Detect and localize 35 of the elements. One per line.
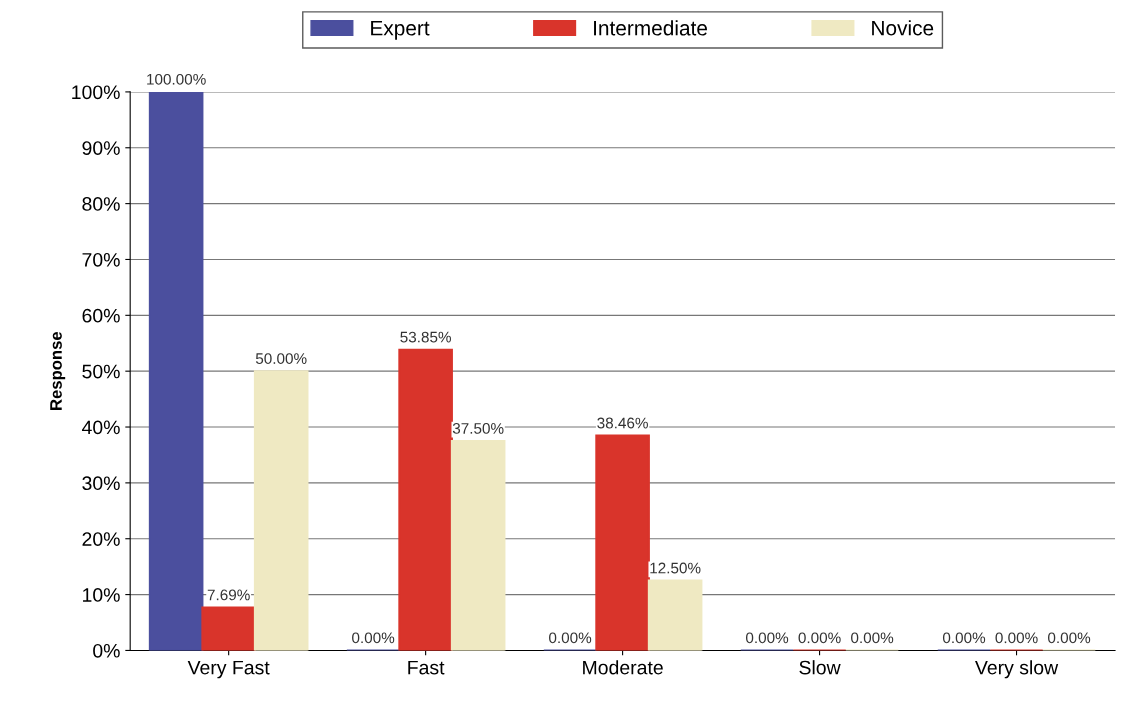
data-label: 0.00%: [352, 632, 395, 644]
y-axis-title: Response: [50, 331, 66, 410]
data-label: 0.00%: [745, 632, 789, 644]
y-tick-label: 80%: [82, 197, 120, 211]
legend-label: Intermediate: [594, 20, 708, 36]
data-label: 0.00%: [798, 632, 841, 644]
y-tick-label: 0%: [93, 643, 120, 658]
legend-label: Novice: [872, 20, 934, 36]
y-tick-label: 40%: [81, 420, 120, 435]
data-label: 12.50%: [650, 562, 701, 574]
data-label: 50.00%: [255, 353, 307, 364]
data-label: 53.85%: [400, 331, 451, 343]
y-tick-label: 70%: [82, 252, 120, 267]
data-label: 100.00%: [147, 73, 206, 85]
y-tick-label: 50%: [82, 364, 120, 379]
data-label: 7.69%: [207, 589, 250, 601]
y-tick-label: 30%: [82, 476, 120, 491]
data-label: 0.00%: [851, 632, 894, 644]
x-tick-label: Moderate: [583, 660, 663, 675]
data-label: 38.46%: [597, 417, 648, 429]
data-label: 0.00%: [1048, 632, 1091, 644]
y-tick-label: 20%: [82, 532, 120, 546]
y-tick-label: 100%: [72, 85, 120, 100]
y-tick-label: 10%: [83, 588, 120, 602]
data-label: 0.00%: [549, 632, 592, 644]
x-tick-label: Fast: [408, 660, 445, 675]
x-tick-label: Very Fast: [187, 660, 270, 679]
data-label: 0.00%: [995, 632, 1038, 644]
legend-label: Expert: [371, 20, 430, 40]
data-label: 37.50%: [452, 422, 504, 434]
y-tick-label: 90%: [82, 141, 120, 155]
y-tick-label: 60%: [82, 308, 120, 323]
data-label: 0.00%: [942, 632, 986, 644]
x-tick-label: Very slow: [975, 660, 1059, 679]
x-tick-label: Slow: [799, 660, 841, 675]
